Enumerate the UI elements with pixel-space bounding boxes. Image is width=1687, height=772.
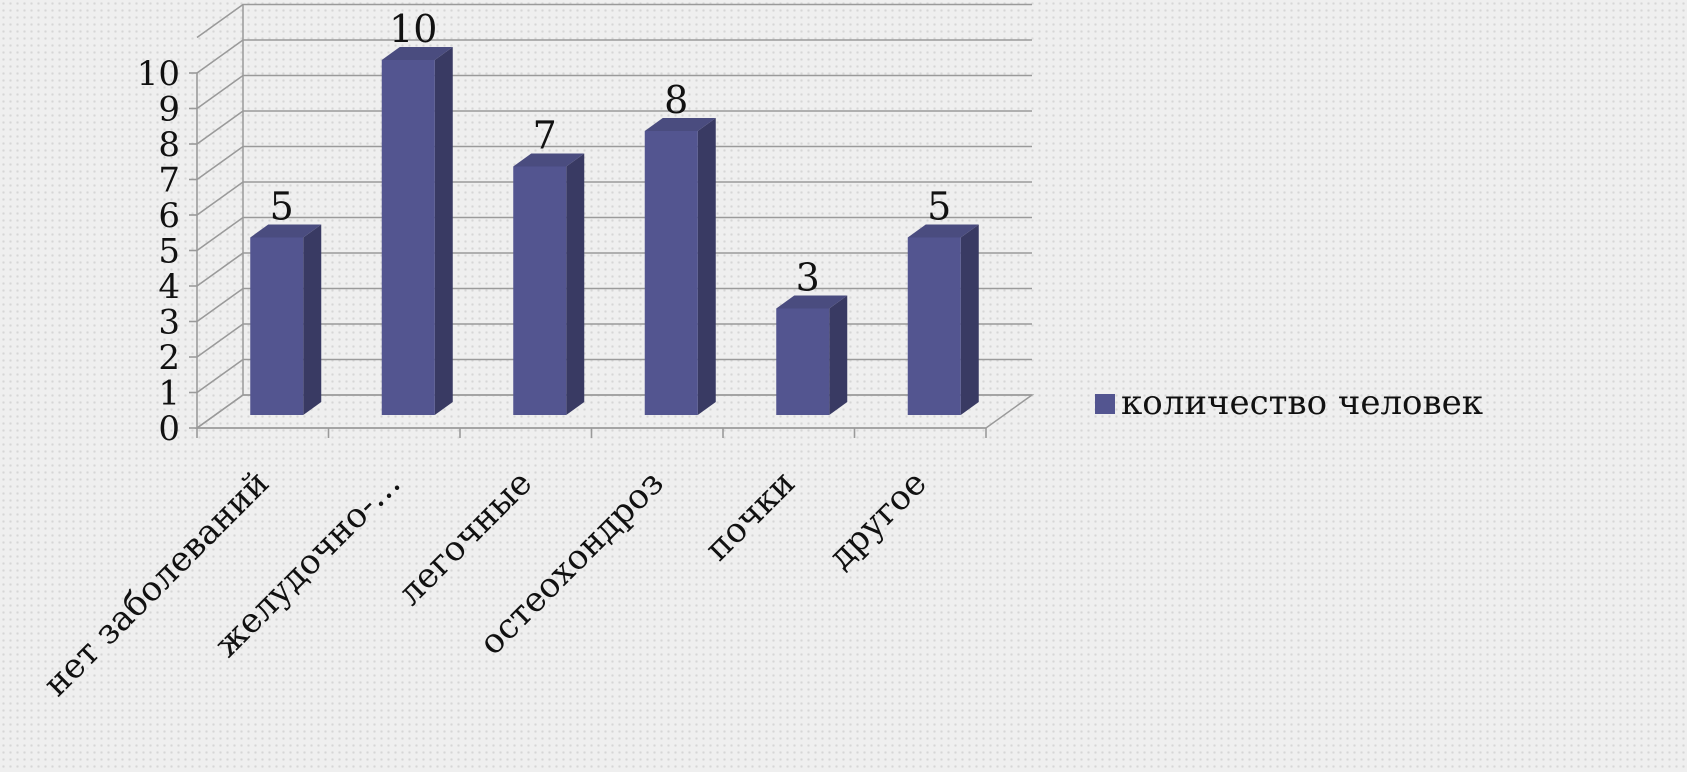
- bar: [907, 224, 979, 415]
- data-labels: 5 10 7 8 3 5: [270, 7, 952, 300]
- bar: [644, 118, 716, 415]
- x-tick-label: нет заболеваний: [36, 463, 277, 704]
- legend-swatch: [1095, 394, 1115, 414]
- bar-top: [250, 224, 322, 238]
- y-tick-label: 5: [158, 232, 180, 272]
- y-tick-label: 9: [158, 90, 180, 130]
- bar-side: [697, 118, 716, 415]
- bar-front: [907, 237, 961, 415]
- bar-front: [776, 308, 830, 415]
- data-label: 10: [389, 7, 437, 51]
- x-axis-tick-labels: нет заболеванийжелудочно-…легочныеостеох…: [36, 463, 935, 704]
- y-tick-label: 7: [158, 161, 180, 201]
- bars: [250, 47, 979, 415]
- bar-top: [513, 153, 585, 167]
- legend-label: количество человек: [1121, 383, 1483, 423]
- bar-side: [566, 153, 585, 415]
- y-tick-label: 8: [158, 125, 180, 165]
- bar-side: [434, 47, 453, 415]
- gridline: [196, 145, 1032, 181]
- legend: количество человек: [1095, 383, 1483, 423]
- gridline: [196, 181, 1032, 216]
- data-label: 5: [927, 185, 951, 229]
- y-tick-label: 2: [158, 338, 180, 378]
- data-label: 3: [796, 256, 820, 300]
- bar-front: [513, 166, 567, 415]
- bar-side: [960, 224, 979, 415]
- gridline: [196, 74, 1032, 110]
- gridline: [196, 39, 1032, 74]
- gridline: [196, 3, 1032, 39]
- gridline: [196, 252, 1032, 287]
- bar: [381, 47, 453, 415]
- bar-top: [644, 118, 716, 131]
- gridline: [196, 358, 1032, 394]
- gridline: [196, 287, 1032, 323]
- bar-side: [303, 224, 322, 415]
- gridline: [196, 110, 1032, 145]
- bar-front: [250, 237, 304, 415]
- y-tick-label: 3: [158, 303, 180, 343]
- bar: [250, 224, 322, 415]
- bar: [776, 295, 848, 415]
- bar-front: [381, 60, 435, 415]
- y-tick-label: 1: [158, 374, 180, 414]
- bar-front: [644, 131, 698, 415]
- bar-side: [829, 295, 848, 415]
- data-label: 8: [664, 78, 688, 122]
- y-tick-label: 10: [137, 54, 180, 94]
- gridline: [196, 323, 1032, 358]
- axes: [189, 72, 987, 438]
- gridline: [196, 394, 1032, 429]
- x-tick-label: другое: [821, 463, 935, 577]
- data-label: 5: [270, 185, 294, 229]
- bar-top: [381, 47, 453, 60]
- gridlines: [196, 3, 1032, 429]
- bar-top: [776, 295, 848, 309]
- y-tick-label: 0: [158, 409, 180, 449]
- chart-walls: [194, 4, 1035, 429]
- x-tick-label: почки: [697, 463, 803, 569]
- floor: [194, 394, 1035, 429]
- y-tick-label: 6: [158, 196, 180, 236]
- data-label: 7: [533, 114, 557, 158]
- bar-top: [907, 224, 979, 238]
- bar: [513, 153, 585, 415]
- gridline: [196, 216, 1032, 252]
- y-tick-label: 4: [158, 267, 180, 307]
